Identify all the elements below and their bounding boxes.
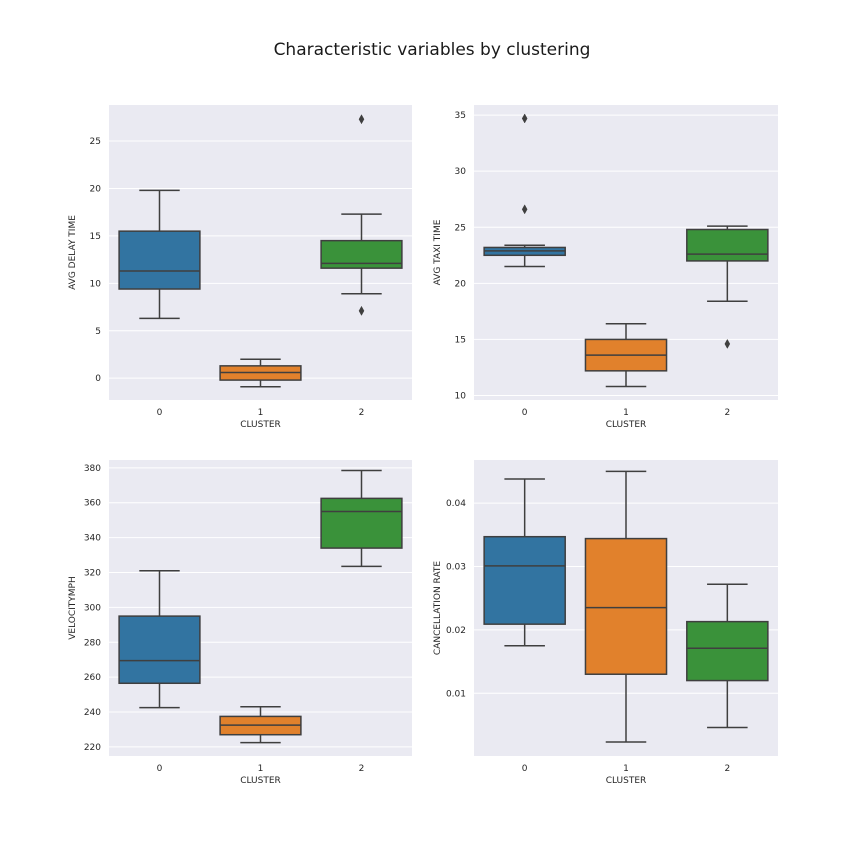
x-axis-label: CLUSTER xyxy=(240,420,281,430)
box-iqr xyxy=(483,535,566,625)
x-axis-label: CLUSTER xyxy=(240,776,281,786)
y-tick-label: 0.03 xyxy=(446,562,466,572)
y-tick-label: 20 xyxy=(90,184,102,194)
x-tick-label: 2 xyxy=(359,764,365,774)
subplot-avg-delay-time: 0 5 10 15 20 25 0 1 2 CLUSTER AVG DELAY TIME xyxy=(68,105,412,430)
x-tick-label: 2 xyxy=(359,408,365,418)
subplot-cancellation-rate: 0.01 0.02 0.03 0.04 0 1 2 CLUSTER CANCELLATION R… xyxy=(433,460,778,786)
box-cluster-1 xyxy=(219,706,302,744)
box-iqr xyxy=(118,230,201,290)
y-tick-label: 0.04 xyxy=(446,499,466,509)
y-tick-label: 280 xyxy=(84,638,101,648)
x-tick-label: 1 xyxy=(623,764,629,774)
y-tick-label: 25 xyxy=(455,223,466,233)
box-cluster-2 xyxy=(686,583,769,729)
box-cluster-0 xyxy=(483,113,566,268)
x-axis-label: CLUSTER xyxy=(606,776,647,786)
x-axis-label: CLUSTER xyxy=(606,420,647,430)
box-cluster-1 xyxy=(584,470,668,743)
y-tick-label: 240 xyxy=(84,708,101,718)
subplot-velocitymph: 220 240 260 280 300 320 340 360 380 0 1 2 CLUSTER VEL… xyxy=(68,460,412,786)
y-axis-label: AVG DELAY TIME xyxy=(68,215,78,290)
subplot-avg-taxi-time: 10 15 20 25 30 35 0 1 2 CLUSTER AVG TAXI TIME xyxy=(433,105,778,430)
y-tick-label: 340 xyxy=(84,534,101,544)
outlier-point xyxy=(521,113,528,124)
outlier-point xyxy=(724,338,731,349)
x-tick-label: 0 xyxy=(157,408,163,418)
y-tick-label: 0.01 xyxy=(446,689,466,699)
x-tick-label: 0 xyxy=(157,764,163,774)
x-tick-label: 2 xyxy=(724,764,730,774)
y-tick-label: 25 xyxy=(90,137,101,147)
box-cluster-2 xyxy=(320,469,403,568)
y-tick-label: 300 xyxy=(84,603,101,613)
y-tick-label: 10 xyxy=(455,392,467,402)
outlier-point xyxy=(358,114,365,125)
y-tick-label: 35 xyxy=(455,111,466,121)
y-axis-label: AVG TAXI TIME xyxy=(433,219,443,285)
outlier-point xyxy=(358,305,365,316)
x-tick-label: 1 xyxy=(258,408,264,418)
y-axis-label: CANCELLATION RATE xyxy=(433,561,443,656)
y-axis-label: VELOCITYMPH xyxy=(68,576,78,640)
y-tick-label: 0.02 xyxy=(446,626,466,636)
y-tick-label: 0 xyxy=(95,374,101,384)
y-tick-label: 380 xyxy=(84,464,101,474)
y-tick-label: 10 xyxy=(90,279,102,289)
y-tick-label: 15 xyxy=(455,335,466,345)
y-tick-label: 360 xyxy=(84,499,101,509)
box-cluster-0 xyxy=(483,478,566,647)
y-tick-label: 320 xyxy=(84,569,101,579)
x-tick-label: 1 xyxy=(258,764,264,774)
box-iqr xyxy=(686,620,769,682)
box-cluster-0 xyxy=(118,189,201,320)
y-tick-label: 5 xyxy=(95,327,101,337)
box-cluster-0 xyxy=(118,570,201,709)
y-tick-label: 260 xyxy=(84,673,101,683)
y-tick-label: 15 xyxy=(90,232,101,242)
box-cluster-2 xyxy=(686,225,769,349)
figure-title: Characteristic variables by clustering xyxy=(273,40,591,60)
box-cluster-1 xyxy=(219,358,302,388)
y-tick-label: 220 xyxy=(84,743,101,753)
x-tick-label: 0 xyxy=(522,764,528,774)
box-cluster-1 xyxy=(584,322,668,388)
box-iqr xyxy=(320,497,403,549)
box-iqr xyxy=(686,228,769,262)
x-tick-label: 2 xyxy=(724,408,730,418)
outlier-point xyxy=(521,204,528,215)
box-iqr xyxy=(118,615,201,685)
box-cluster-2 xyxy=(320,114,403,316)
x-tick-label: 0 xyxy=(522,408,528,418)
y-tick-label: 20 xyxy=(455,279,467,289)
x-tick-label: 1 xyxy=(623,408,629,418)
y-tick-label: 30 xyxy=(455,167,467,177)
box-iqr xyxy=(584,537,668,675)
